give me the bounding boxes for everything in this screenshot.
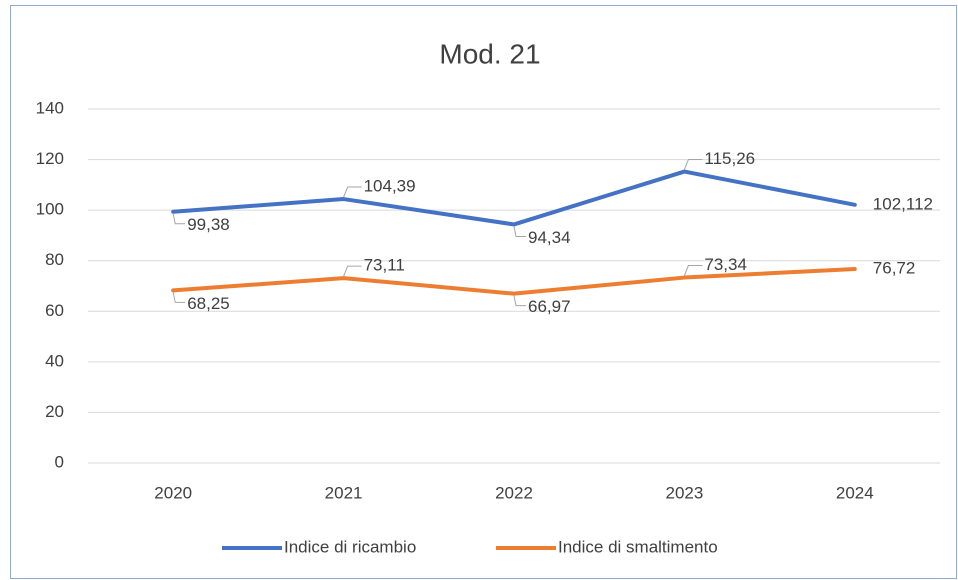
leader-line	[172, 292, 186, 303]
x-tick-label: 2024	[836, 483, 874, 502]
data-label: 102,112	[873, 194, 933, 213]
data-label: 99,38	[187, 215, 230, 234]
legend-label: Indice di ricambio	[284, 537, 416, 556]
leader-line	[343, 186, 362, 198]
x-tick-label: 2022	[495, 483, 533, 502]
y-tick-label: 100	[36, 200, 64, 219]
y-tick-label: 120	[36, 149, 64, 168]
x-tick-label: 2023	[665, 483, 703, 502]
y-tick-label: 0	[55, 452, 64, 471]
data-label: 68,25	[187, 294, 230, 313]
leader-line	[172, 213, 186, 225]
data-label: 115,26	[704, 149, 755, 168]
data-label: 76,72	[873, 258, 916, 277]
y-tick-label: 40	[45, 351, 64, 370]
y-tick-label: 20	[45, 402, 64, 421]
leader-line	[683, 159, 703, 170]
x-tick-label: 2020	[154, 483, 192, 502]
leader-line	[343, 265, 362, 277]
leader-line	[683, 265, 703, 276]
leader-line	[513, 295, 526, 307]
x-tick-label: 2021	[325, 483, 363, 502]
legend-label: Indice di smaltimento	[558, 537, 718, 556]
series-line	[171, 267, 857, 296]
y-tick-label: 80	[45, 250, 64, 269]
chart-title: Mod. 21	[439, 38, 540, 69]
data-label: 104,39	[364, 177, 416, 196]
y-tick-label: 60	[45, 301, 64, 320]
data-label: 94,34	[528, 228, 571, 247]
data-label: 73,34	[704, 255, 747, 274]
y-tick-label: 140	[36, 98, 64, 117]
series-line	[171, 169, 857, 227]
data-label: 66,97	[528, 297, 571, 316]
data-label: 73,11	[364, 256, 405, 275]
leader-line	[513, 226, 526, 237]
